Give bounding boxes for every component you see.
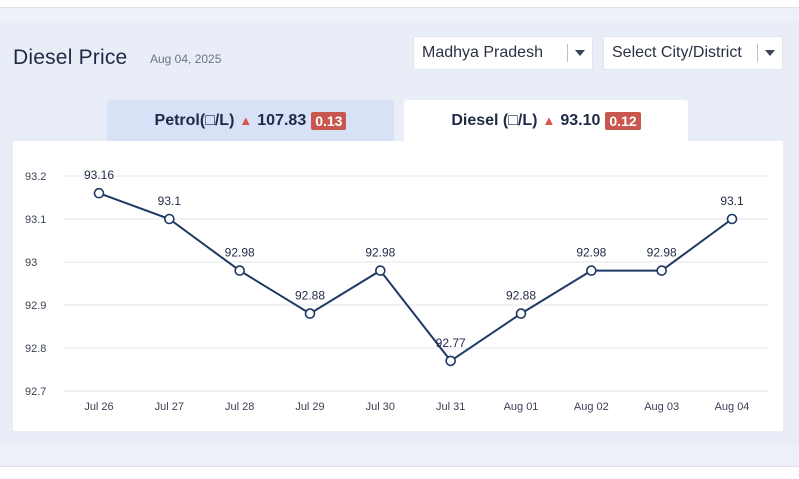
tab-diesel-label: Diesel (□/L) (451, 111, 538, 129)
tab-petrol-change-badge: 0.13 (311, 111, 347, 130)
x-tick-label: Aug 03 (644, 401, 679, 413)
x-tick-label: Jul 28 (225, 401, 254, 413)
data-label: 92.98 (365, 246, 395, 260)
data-point (515, 308, 527, 319)
page-title: Diesel Price (13, 46, 128, 69)
data-point (656, 265, 667, 276)
data-label: 92.98 (647, 246, 677, 260)
x-tick-label: Jul 27 (155, 401, 184, 413)
x-tick-label: Jul 29 (295, 401, 324, 413)
data-point (375, 265, 386, 276)
chevron-down-icon[interactable] (758, 50, 782, 56)
data-label: 92.77 (436, 336, 466, 350)
top-strip (0, 0, 799, 8)
x-tick-label: Aug 04 (715, 401, 750, 413)
state-select[interactable]: Madhya Pradesh (413, 36, 593, 70)
data-point (93, 187, 105, 199)
data-point (726, 213, 738, 225)
data-label: 92.88 (506, 289, 536, 303)
tab-diesel-change-badge: 0.12 (605, 111, 641, 130)
x-tick-label: Jul 30 (366, 401, 395, 413)
bottom-strip (0, 466, 799, 479)
data-point (164, 213, 175, 225)
x-tick-label: Aug 02 (574, 401, 609, 413)
tab-petrol-price: 107.83 (257, 111, 307, 129)
y-tick-label: 92.8 (25, 343, 46, 355)
line-chart: 93.2 93.1 93 92.9 92.8 92.7 Jul 26 Jul 27 Jul 28… (25, 168, 768, 413)
chart-container: 93.2 93.1 93 92.9 92.8 92.7 Jul 26 Jul 27 Jul 28… (13, 141, 783, 431)
chevron-down-icon[interactable] (568, 50, 592, 56)
tab-petrol[interactable]: Petrol(□/L) ▲ 107.83 0.13 (107, 100, 394, 141)
data-label: 92.98 (576, 246, 606, 260)
x-tick-label: Aug 01 (504, 401, 539, 413)
y-tick-label: 92.7 (25, 386, 46, 398)
data-label: 93.1 (720, 194, 744, 208)
x-tick-label: Jul 26 (84, 401, 113, 413)
x-tick-label: Jul 31 (436, 401, 465, 413)
tab-diesel-price: 93.10 (560, 111, 601, 129)
price-date: Aug 04, 2025 (150, 52, 222, 66)
data-point (234, 265, 245, 276)
data-label: 92.98 (225, 246, 255, 260)
up-arrow-icon: ▲ (542, 113, 556, 128)
data-label: 93.16 (84, 168, 114, 182)
data-point (445, 355, 456, 367)
up-arrow-icon: ▲ (239, 113, 253, 128)
y-tick-label: 93.1 (25, 214, 46, 226)
data-label: 92.88 (295, 289, 325, 303)
tab-diesel[interactable]: Diesel (□/L) ▲ 93.10 0.12 (404, 100, 688, 141)
city-select-divider (757, 44, 758, 62)
y-tick-label: 93 (25, 257, 37, 269)
data-point (586, 265, 597, 276)
tab-petrol-label: Petrol(□/L) (154, 111, 235, 129)
series-line (98, 192, 733, 363)
y-tick-label: 92.9 (25, 300, 46, 312)
state-select-divider (567, 44, 568, 62)
data-label: 93.1 (158, 194, 182, 208)
y-tick-label: 93.2 (25, 171, 46, 183)
city-select[interactable]: Select City/District (603, 36, 783, 70)
data-point (304, 308, 316, 319)
state-select-value: Madhya Pradesh (422, 44, 543, 61)
city-select-value: Select City/District (612, 44, 742, 61)
